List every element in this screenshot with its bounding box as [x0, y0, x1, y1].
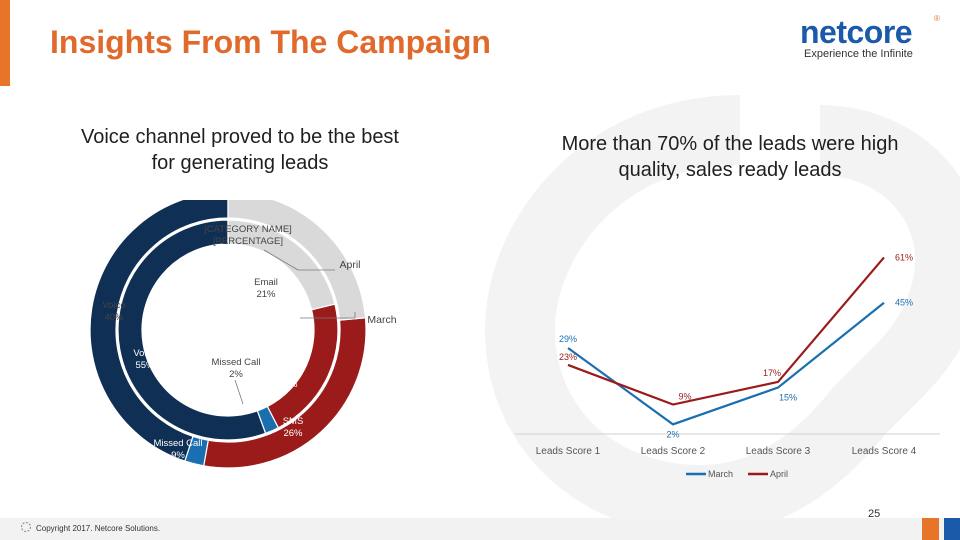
data-label-april-1: 23%: [559, 352, 577, 362]
title-accent-bar: [0, 0, 10, 86]
x-tick-label-4: Leads Score 4: [852, 446, 917, 457]
doughnut-chart: [CATEGORY NAME] [PERCENTAGE] April March…: [89, 200, 397, 469]
logo-tagline: Experience the Infinite: [804, 48, 913, 60]
infinity-watermark: [484, 95, 960, 530]
left-headline: Voice channel proved to be the best for …: [80, 126, 399, 174]
brand-square-orange: [922, 518, 939, 540]
slide-title: Insights From The Campaign: [50, 24, 491, 60]
donut-slice-march-voice: [117, 219, 267, 441]
label-voice-outer-pct: 40%: [104, 312, 124, 323]
line-series-march: [567, 301, 885, 426]
data-label-april-2: 9%: [678, 392, 691, 402]
footer-bar: [0, 518, 960, 540]
label-sms-inner: SMS: [278, 367, 299, 378]
legend-label-march: March: [708, 469, 733, 479]
right-headline: More than 70% of the leads were high qua…: [561, 133, 899, 181]
label-sms-outer: SMS: [283, 416, 304, 427]
label-voice-inner: Voice: [133, 348, 156, 359]
x-tick-label-3: Leads Score 3: [746, 446, 811, 457]
data-label-march-1: 29%: [559, 334, 577, 344]
netcore-logo: netcore Experience the Infinite ®: [800, 14, 945, 64]
logo-word: netcore: [800, 14, 913, 50]
x-tick-label-1: Leads Score 1: [536, 446, 601, 457]
data-label-april-3: 17%: [763, 368, 781, 378]
donut-slice-march-email: [227, 219, 336, 311]
label-sms-outer-pct: 26%: [283, 428, 303, 439]
donut-slice-april-email: [227, 200, 367, 321]
line-series-april: [567, 256, 885, 406]
label-missed-inner: Missed Call: [211, 357, 260, 368]
data-label-march-2: 2%: [666, 429, 679, 439]
brand-square-blue: [944, 518, 960, 540]
legend-label-april: April: [770, 469, 788, 479]
label-missed-inner-pct: 2%: [229, 369, 243, 380]
logo-registered-mark: ®: [934, 14, 940, 23]
page-number: 25: [868, 508, 881, 520]
label-missed-outer: Missed Call: [153, 438, 202, 449]
label-march: March: [367, 314, 396, 326]
copyright-text: Copyright 2017. Netcore Solutions.: [36, 524, 161, 533]
label-voice-outer: Voice: [102, 300, 125, 311]
label-voice-inner-pct: 55%: [135, 360, 155, 371]
label-percentage: [PERCENTAGE]: [213, 236, 283, 247]
label-category-name: [CATEGORY NAME]: [204, 224, 292, 235]
leader-line-category: [263, 249, 335, 271]
donut-slice-april-sms: [203, 317, 367, 469]
leader-line-march: [300, 312, 356, 319]
x-tick-label-2: Leads Score 2: [641, 446, 706, 457]
leader-line-missed: [234, 379, 244, 405]
label-email-pct: 21%: [256, 289, 276, 300]
label-sms-inner-pct: 21%: [278, 379, 298, 390]
line-chart: 29% 2% 15% 45% 23% 9% 17% 61% Leads Score 1 Lead…: [515, 252, 940, 479]
label-april: April: [339, 259, 360, 271]
label-email: Email: [254, 277, 278, 288]
copyright-icon: [21, 522, 31, 532]
data-label-march-4: 45%: [895, 298, 913, 308]
data-label-march-3: 15%: [779, 393, 797, 403]
label-missed-outer-pct: 9%: [171, 450, 185, 461]
data-label-april-4: 61%: [895, 252, 913, 262]
